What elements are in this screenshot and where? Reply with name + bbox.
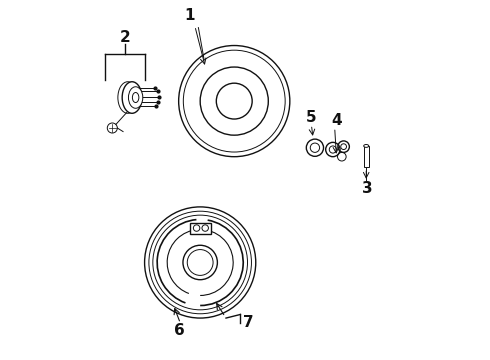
Ellipse shape <box>132 93 139 103</box>
Circle shape <box>179 45 290 157</box>
Circle shape <box>187 249 213 275</box>
Bar <box>190 223 211 234</box>
Ellipse shape <box>364 144 368 147</box>
Circle shape <box>216 83 252 119</box>
Circle shape <box>145 207 256 318</box>
Text: 5: 5 <box>306 110 317 125</box>
Text: 7: 7 <box>243 315 254 330</box>
Ellipse shape <box>128 87 143 108</box>
Circle shape <box>200 67 269 135</box>
Circle shape <box>183 50 285 152</box>
Text: 1: 1 <box>184 8 195 23</box>
Ellipse shape <box>118 82 138 113</box>
Text: 6: 6 <box>174 323 185 338</box>
Circle shape <box>153 215 247 310</box>
Ellipse shape <box>122 82 142 113</box>
Text: 2: 2 <box>120 30 130 45</box>
Circle shape <box>183 245 218 280</box>
Text: 3: 3 <box>362 181 372 197</box>
Text: 4: 4 <box>331 113 342 127</box>
Bar <box>364 146 368 167</box>
Circle shape <box>149 211 251 314</box>
